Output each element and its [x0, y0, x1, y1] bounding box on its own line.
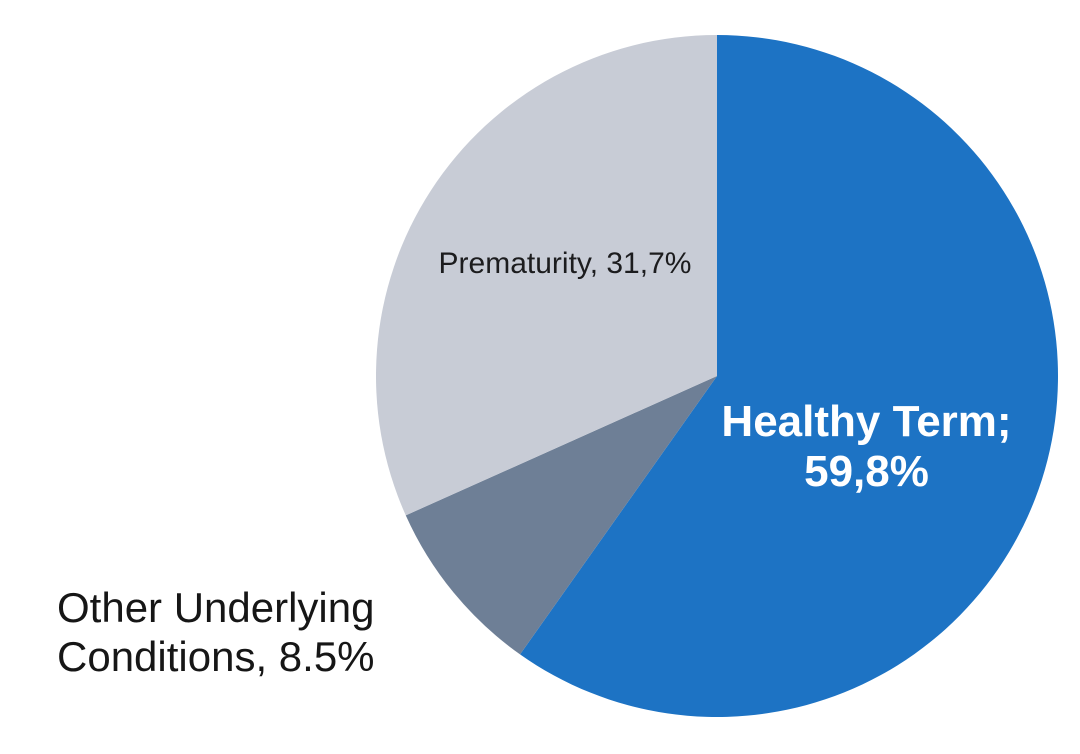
pie-slice-other-underlying-conditions: [405, 376, 717, 655]
slice-label-other-underlying-conditions-line2: Conditions, 8.5%: [57, 633, 375, 680]
slice-label-other-underlying-conditions-line1: Other Underlying: [57, 584, 375, 631]
slice-label-healthy-term-line1: Healthy Term;: [721, 397, 1012, 446]
slice-label-healthy-term-line2: 59,8%: [804, 447, 929, 496]
pie-slice-healthy-term: [520, 35, 1059, 718]
slice-label-prematurity: Prematurity, 31,7%: [438, 247, 692, 280]
pie-slice-prematurity: [375, 35, 717, 516]
slice-label-other-underlying-conditions: Other Underlying Conditions, 8.5%: [57, 583, 375, 681]
slice-label-healthy-term: Healthy Term; 59,8%: [694, 397, 1039, 497]
